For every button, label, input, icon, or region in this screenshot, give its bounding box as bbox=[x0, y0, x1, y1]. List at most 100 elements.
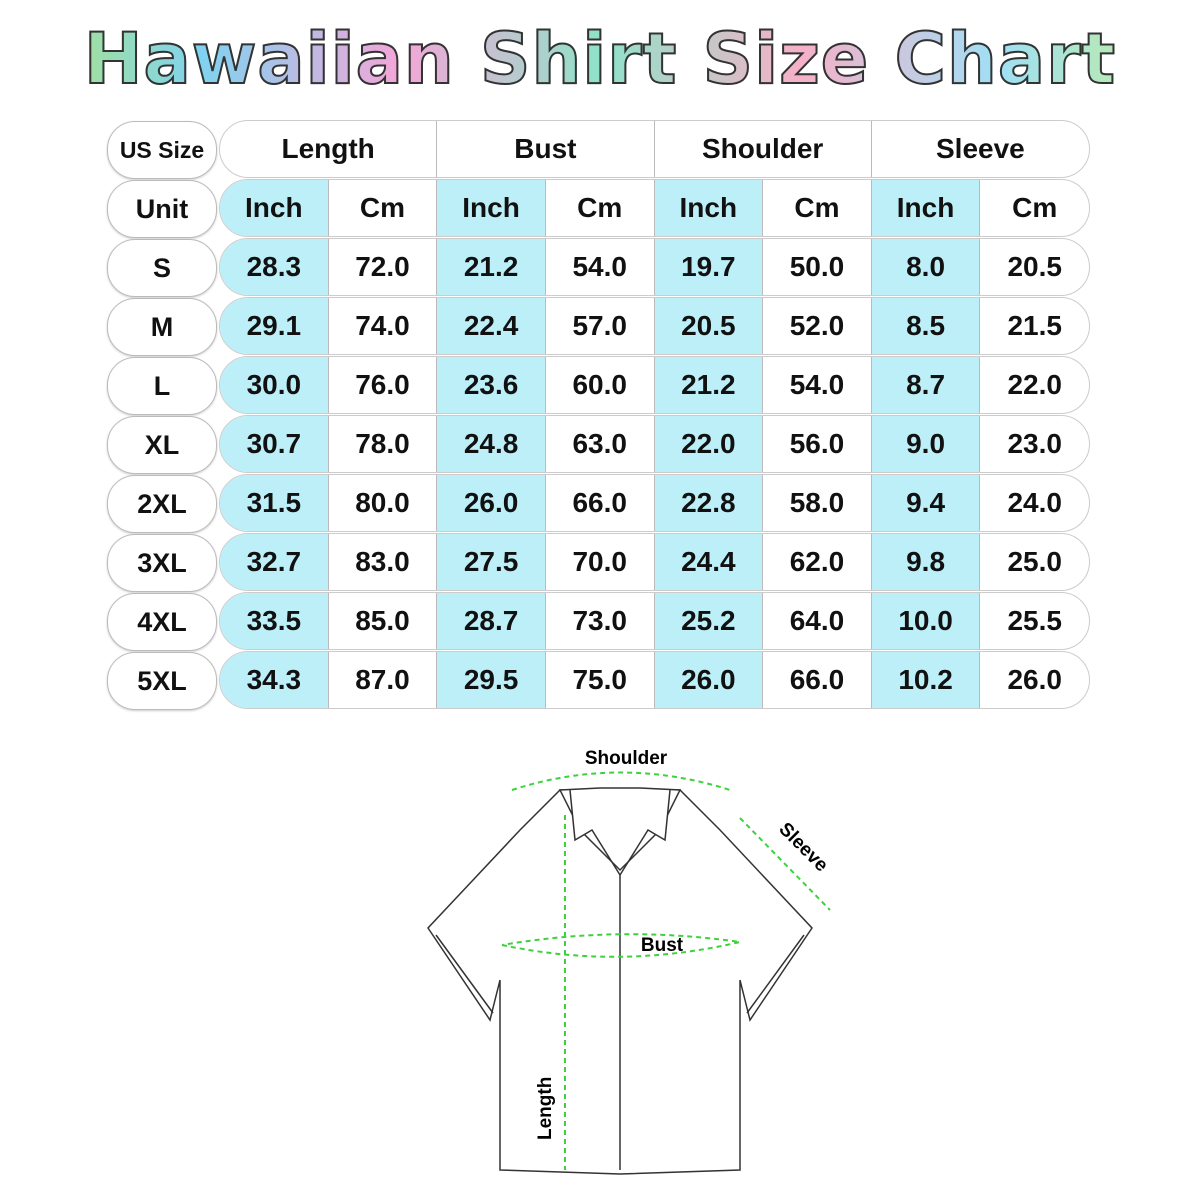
shoulder-inch-cell: 24.4 bbox=[654, 534, 764, 590]
bust-cm-cell: 70.0 bbox=[546, 534, 655, 590]
bust-inch-cell: 26.0 bbox=[437, 475, 546, 531]
bust-inch-cell: 27.5 bbox=[437, 534, 546, 590]
length-cm-cell: 76.0 bbox=[329, 357, 438, 413]
shoulder-cm-cell: 50.0 bbox=[763, 239, 872, 295]
shoulder-inch-cell: 26.0 bbox=[654, 652, 764, 708]
unit-inch: Inch bbox=[871, 180, 981, 236]
sleeve-cm-cell: 25.5 bbox=[1007, 605, 1062, 636]
sleeve-inch-cell: 9.4 bbox=[871, 475, 981, 531]
bust-inch-cell: 28.7 bbox=[437, 593, 546, 649]
shirt-outline bbox=[427, 787, 813, 1175]
length-cm-cell: 78.0 bbox=[329, 416, 438, 472]
unit-cm: Cm bbox=[1012, 192, 1058, 223]
sleeve-inch-cell: 8.7 bbox=[871, 357, 981, 413]
unit-inch: Inch bbox=[220, 180, 329, 236]
shoulder-cm-cell: 62.0 bbox=[763, 534, 872, 590]
us-size-header: US Size bbox=[107, 121, 217, 179]
length-cm-cell: 87.0 bbox=[329, 652, 438, 708]
group-header-row: Length Bust Shoulder Sleeve bbox=[219, 120, 1090, 178]
shoulder-inch-cell: 20.5 bbox=[654, 298, 764, 354]
bust-cm-cell: 54.0 bbox=[546, 239, 655, 295]
shoulder-inch-cell: 22.8 bbox=[654, 475, 764, 531]
bust-inch-cell: 24.8 bbox=[437, 416, 546, 472]
bust-cm-cell: 75.0 bbox=[546, 652, 655, 708]
bust-cm-cell: 73.0 bbox=[546, 593, 655, 649]
sleeve-inch-cell: 8.5 bbox=[871, 298, 981, 354]
length-inch-cell: 30.7 bbox=[220, 416, 329, 472]
shoulder-inch-cell: 25.2 bbox=[654, 593, 764, 649]
length-inch-cell: 31.5 bbox=[220, 475, 329, 531]
bust-cm-cell: 63.0 bbox=[546, 416, 655, 472]
length-inch-cell: 33.5 bbox=[220, 593, 329, 649]
sleeve-cm-cell: 24.0 bbox=[1007, 487, 1062, 518]
bust-inch-cell: 22.4 bbox=[437, 298, 546, 354]
shoulder-inch-cell: 19.7 bbox=[654, 239, 764, 295]
sleeve-inch-cell: 9.0 bbox=[871, 416, 981, 472]
sleeve-cm-cell: 26.0 bbox=[1007, 664, 1062, 695]
length-inch-cell: 28.3 bbox=[220, 239, 329, 295]
page-title: Hawaiian Shirt Size Chart bbox=[0, 17, 1200, 101]
size-label: 3XL bbox=[107, 534, 217, 592]
bust-inch-cell: 29.5 bbox=[437, 652, 546, 708]
unit-inch: Inch bbox=[437, 180, 546, 236]
size-label: M bbox=[107, 298, 217, 356]
sleeve-cm-cell: 22.0 bbox=[1007, 369, 1062, 400]
size-label: 5XL bbox=[107, 652, 217, 710]
sleeve-inch-cell: 10.2 bbox=[871, 652, 981, 708]
length-cm-cell: 72.0 bbox=[329, 239, 438, 295]
table-row: 32.7 83.0 27.5 70.0 24.4 62.0 9.8 25.0 bbox=[219, 533, 1090, 591]
table-row: 29.1 74.0 22.4 57.0 20.5 52.0 8.5 21.5 bbox=[219, 297, 1090, 355]
length-inch-cell: 34.3 bbox=[220, 652, 329, 708]
shoulder-inch-cell: 21.2 bbox=[654, 357, 764, 413]
table-row: 34.3 87.0 29.5 75.0 26.0 66.0 10.2 26.0 bbox=[219, 651, 1090, 709]
bust-label: Bust bbox=[641, 935, 684, 956]
length-inch-cell: 29.1 bbox=[220, 298, 329, 354]
table-row: 33.5 85.0 28.7 73.0 25.2 64.0 10.0 25.5 bbox=[219, 592, 1090, 650]
length-cm-cell: 83.0 bbox=[329, 534, 438, 590]
size-label: 4XL bbox=[107, 593, 217, 651]
sleeve-cm-cell: 20.5 bbox=[1007, 251, 1062, 282]
unit-cm: Cm bbox=[329, 180, 438, 236]
group-sleeve: Sleeve bbox=[936, 133, 1025, 164]
shoulder-cm-cell: 64.0 bbox=[763, 593, 872, 649]
size-label: XL bbox=[107, 416, 217, 474]
sleeve-cm-cell: 25.0 bbox=[1007, 546, 1062, 577]
shoulder-cm-cell: 66.0 bbox=[763, 652, 872, 708]
sleeve-label: Sleeve bbox=[774, 819, 831, 876]
bust-cm-cell: 66.0 bbox=[546, 475, 655, 531]
shoulder-label: Shoulder bbox=[585, 748, 668, 769]
shoulder-cm-cell: 56.0 bbox=[763, 416, 872, 472]
bust-inch-cell: 23.6 bbox=[437, 357, 546, 413]
table-row: 31.5 80.0 26.0 66.0 22.8 58.0 9.4 24.0 bbox=[219, 474, 1090, 532]
group-length: Length bbox=[220, 121, 438, 177]
shoulder-cm-cell: 54.0 bbox=[763, 357, 872, 413]
bust-inch-cell: 21.2 bbox=[437, 239, 546, 295]
sleeve-inch-cell: 8.0 bbox=[871, 239, 981, 295]
length-label: Length bbox=[535, 1077, 556, 1140]
measure-lines bbox=[501, 771, 831, 1170]
size-label: S bbox=[107, 239, 217, 297]
table-row: 30.7 78.0 24.8 63.0 22.0 56.0 9.0 23.0 bbox=[219, 415, 1090, 473]
unit-cm: Cm bbox=[763, 180, 872, 236]
bust-cm-cell: 60.0 bbox=[546, 357, 655, 413]
length-cm-cell: 74.0 bbox=[329, 298, 438, 354]
sleeve-inch-cell: 10.0 bbox=[871, 593, 981, 649]
length-inch-cell: 30.0 bbox=[220, 357, 329, 413]
size-label: L bbox=[107, 357, 217, 415]
bust-cm-cell: 57.0 bbox=[546, 298, 655, 354]
unit-header-row: Inch Cm Inch Cm Inch Cm Inch Cm bbox=[219, 179, 1090, 237]
table-row: 30.0 76.0 23.6 60.0 21.2 54.0 8.7 22.0 bbox=[219, 356, 1090, 414]
shoulder-inch-cell: 22.0 bbox=[654, 416, 764, 472]
unit-inch: Inch bbox=[654, 180, 764, 236]
sleeve-cm-cell: 21.5 bbox=[1007, 310, 1062, 341]
size-label: 2XL bbox=[107, 475, 217, 533]
sleeve-inch-cell: 9.8 bbox=[871, 534, 981, 590]
group-bust: Bust bbox=[437, 121, 655, 177]
unit-cm: Cm bbox=[546, 180, 655, 236]
length-cm-cell: 85.0 bbox=[329, 593, 438, 649]
sleeve-cm-cell: 23.0 bbox=[1007, 428, 1062, 459]
shirt-diagram: Shoulder Sleeve Bust Length bbox=[427, 748, 832, 1175]
table-row: 28.3 72.0 21.2 54.0 19.7 50.0 8.0 20.5 bbox=[219, 238, 1090, 296]
length-cm-cell: 80.0 bbox=[329, 475, 438, 531]
